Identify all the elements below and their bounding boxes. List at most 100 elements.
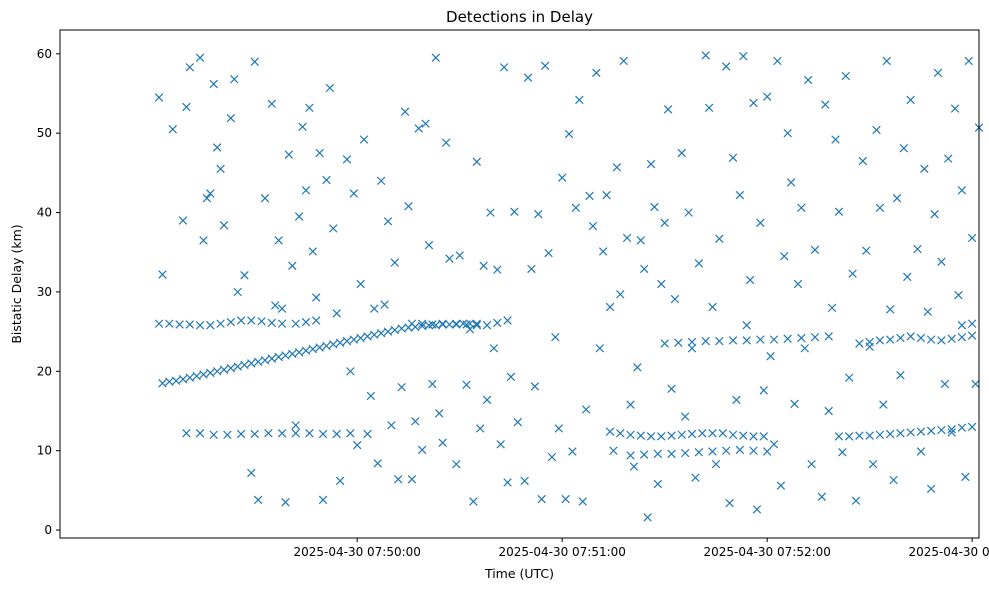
plot-area-frame (59, 29, 980, 539)
detection-marker (274, 236, 283, 245)
detection-marker (937, 257, 946, 266)
detection-marker (383, 217, 393, 226)
detection-marker (257, 317, 266, 326)
detection-marker (773, 56, 782, 66)
detection-marker (230, 74, 239, 84)
detection-marker (687, 429, 697, 439)
detection-marker (219, 365, 229, 374)
detection-marker (407, 319, 417, 328)
detection-marker (431, 321, 441, 330)
detection-marker (233, 362, 242, 371)
detection-marker (212, 367, 222, 376)
detection-marker (185, 320, 195, 329)
detection-marker (479, 261, 488, 270)
y-tick-label: 30 (37, 285, 52, 299)
detection-marker (762, 92, 772, 101)
detection-marker (605, 427, 615, 436)
detection-marker (824, 332, 833, 341)
detection-marker (301, 346, 311, 355)
detection-marker (786, 178, 796, 187)
detection-marker (417, 321, 427, 331)
detection-marker (862, 246, 871, 255)
detection-marker (322, 175, 331, 185)
detection-marker (633, 363, 642, 372)
detection-marker (827, 303, 837, 313)
chart-title: Detections in Delay (446, 8, 593, 26)
detection-marker (810, 332, 820, 342)
detection-marker (342, 336, 352, 346)
detection-marker (540, 61, 550, 70)
detection-marker (510, 207, 519, 216)
detection-marker (376, 176, 386, 186)
detection-marker (964, 56, 973, 66)
detection-marker (592, 68, 601, 78)
detection-marker (687, 344, 697, 353)
detection-marker (622, 233, 632, 243)
detection-marker (810, 245, 820, 255)
detection-marker (192, 371, 201, 381)
detection-marker (807, 459, 816, 469)
detection-marker (636, 431, 646, 440)
detection-marker (195, 429, 205, 438)
detection-marker (865, 431, 874, 440)
detection-marker (216, 319, 225, 328)
detection-marker (698, 429, 707, 438)
detection-marker (865, 342, 874, 351)
detection-marker (903, 272, 912, 282)
detection-marker (301, 186, 311, 195)
detection-marker (462, 320, 471, 329)
detection-marker (906, 428, 915, 437)
detection-marker (653, 479, 663, 489)
y-tick-label: 20 (37, 364, 52, 378)
detection-marker (294, 348, 304, 357)
detection-marker (691, 473, 700, 482)
detection-marker (195, 321, 205, 330)
detection-marker (575, 95, 584, 105)
detection-marker (472, 321, 482, 330)
detection-marker (363, 429, 372, 439)
detection-marker (475, 424, 485, 433)
detection-marker (171, 376, 181, 386)
detection-marker (373, 459, 382, 468)
detection-marker (503, 316, 512, 325)
detection-marker (400, 107, 410, 116)
detection-marker (452, 459, 461, 469)
x-tick-label: 2025-04-30 07:52:00 (703, 545, 830, 559)
detection-marker (926, 426, 936, 436)
detection-marker (247, 359, 256, 368)
detection-marker (858, 156, 868, 166)
detection-marker (937, 425, 946, 435)
detection-marker (564, 129, 574, 139)
detection-marker (680, 448, 690, 458)
detection-marker (277, 319, 287, 328)
detection-marker (209, 79, 218, 89)
detection-marker (472, 319, 482, 328)
detection-marker (250, 57, 259, 66)
detection-marker (250, 429, 259, 439)
detection-marker (749, 432, 758, 441)
detection-marker (496, 440, 505, 449)
detection-marker (206, 189, 215, 198)
detection-marker (780, 251, 789, 261)
detection-marker (452, 320, 461, 329)
detection-marker (848, 269, 857, 278)
detection-marker (715, 336, 724, 346)
detection-marker (571, 203, 581, 213)
detection-marker (284, 150, 294, 159)
detection-marker (708, 447, 717, 456)
detection-marker (667, 384, 676, 393)
detection-marker (312, 293, 321, 302)
detection-marker (356, 279, 365, 289)
detection-marker (677, 148, 687, 158)
detection-marker (352, 440, 362, 450)
detection-marker (165, 377, 174, 386)
detection-marker (598, 247, 608, 256)
detection-marker (831, 135, 840, 144)
detection-marker (892, 194, 902, 203)
detection-marker (527, 264, 536, 274)
detection-marker (366, 391, 376, 401)
detection-marker (677, 430, 687, 440)
